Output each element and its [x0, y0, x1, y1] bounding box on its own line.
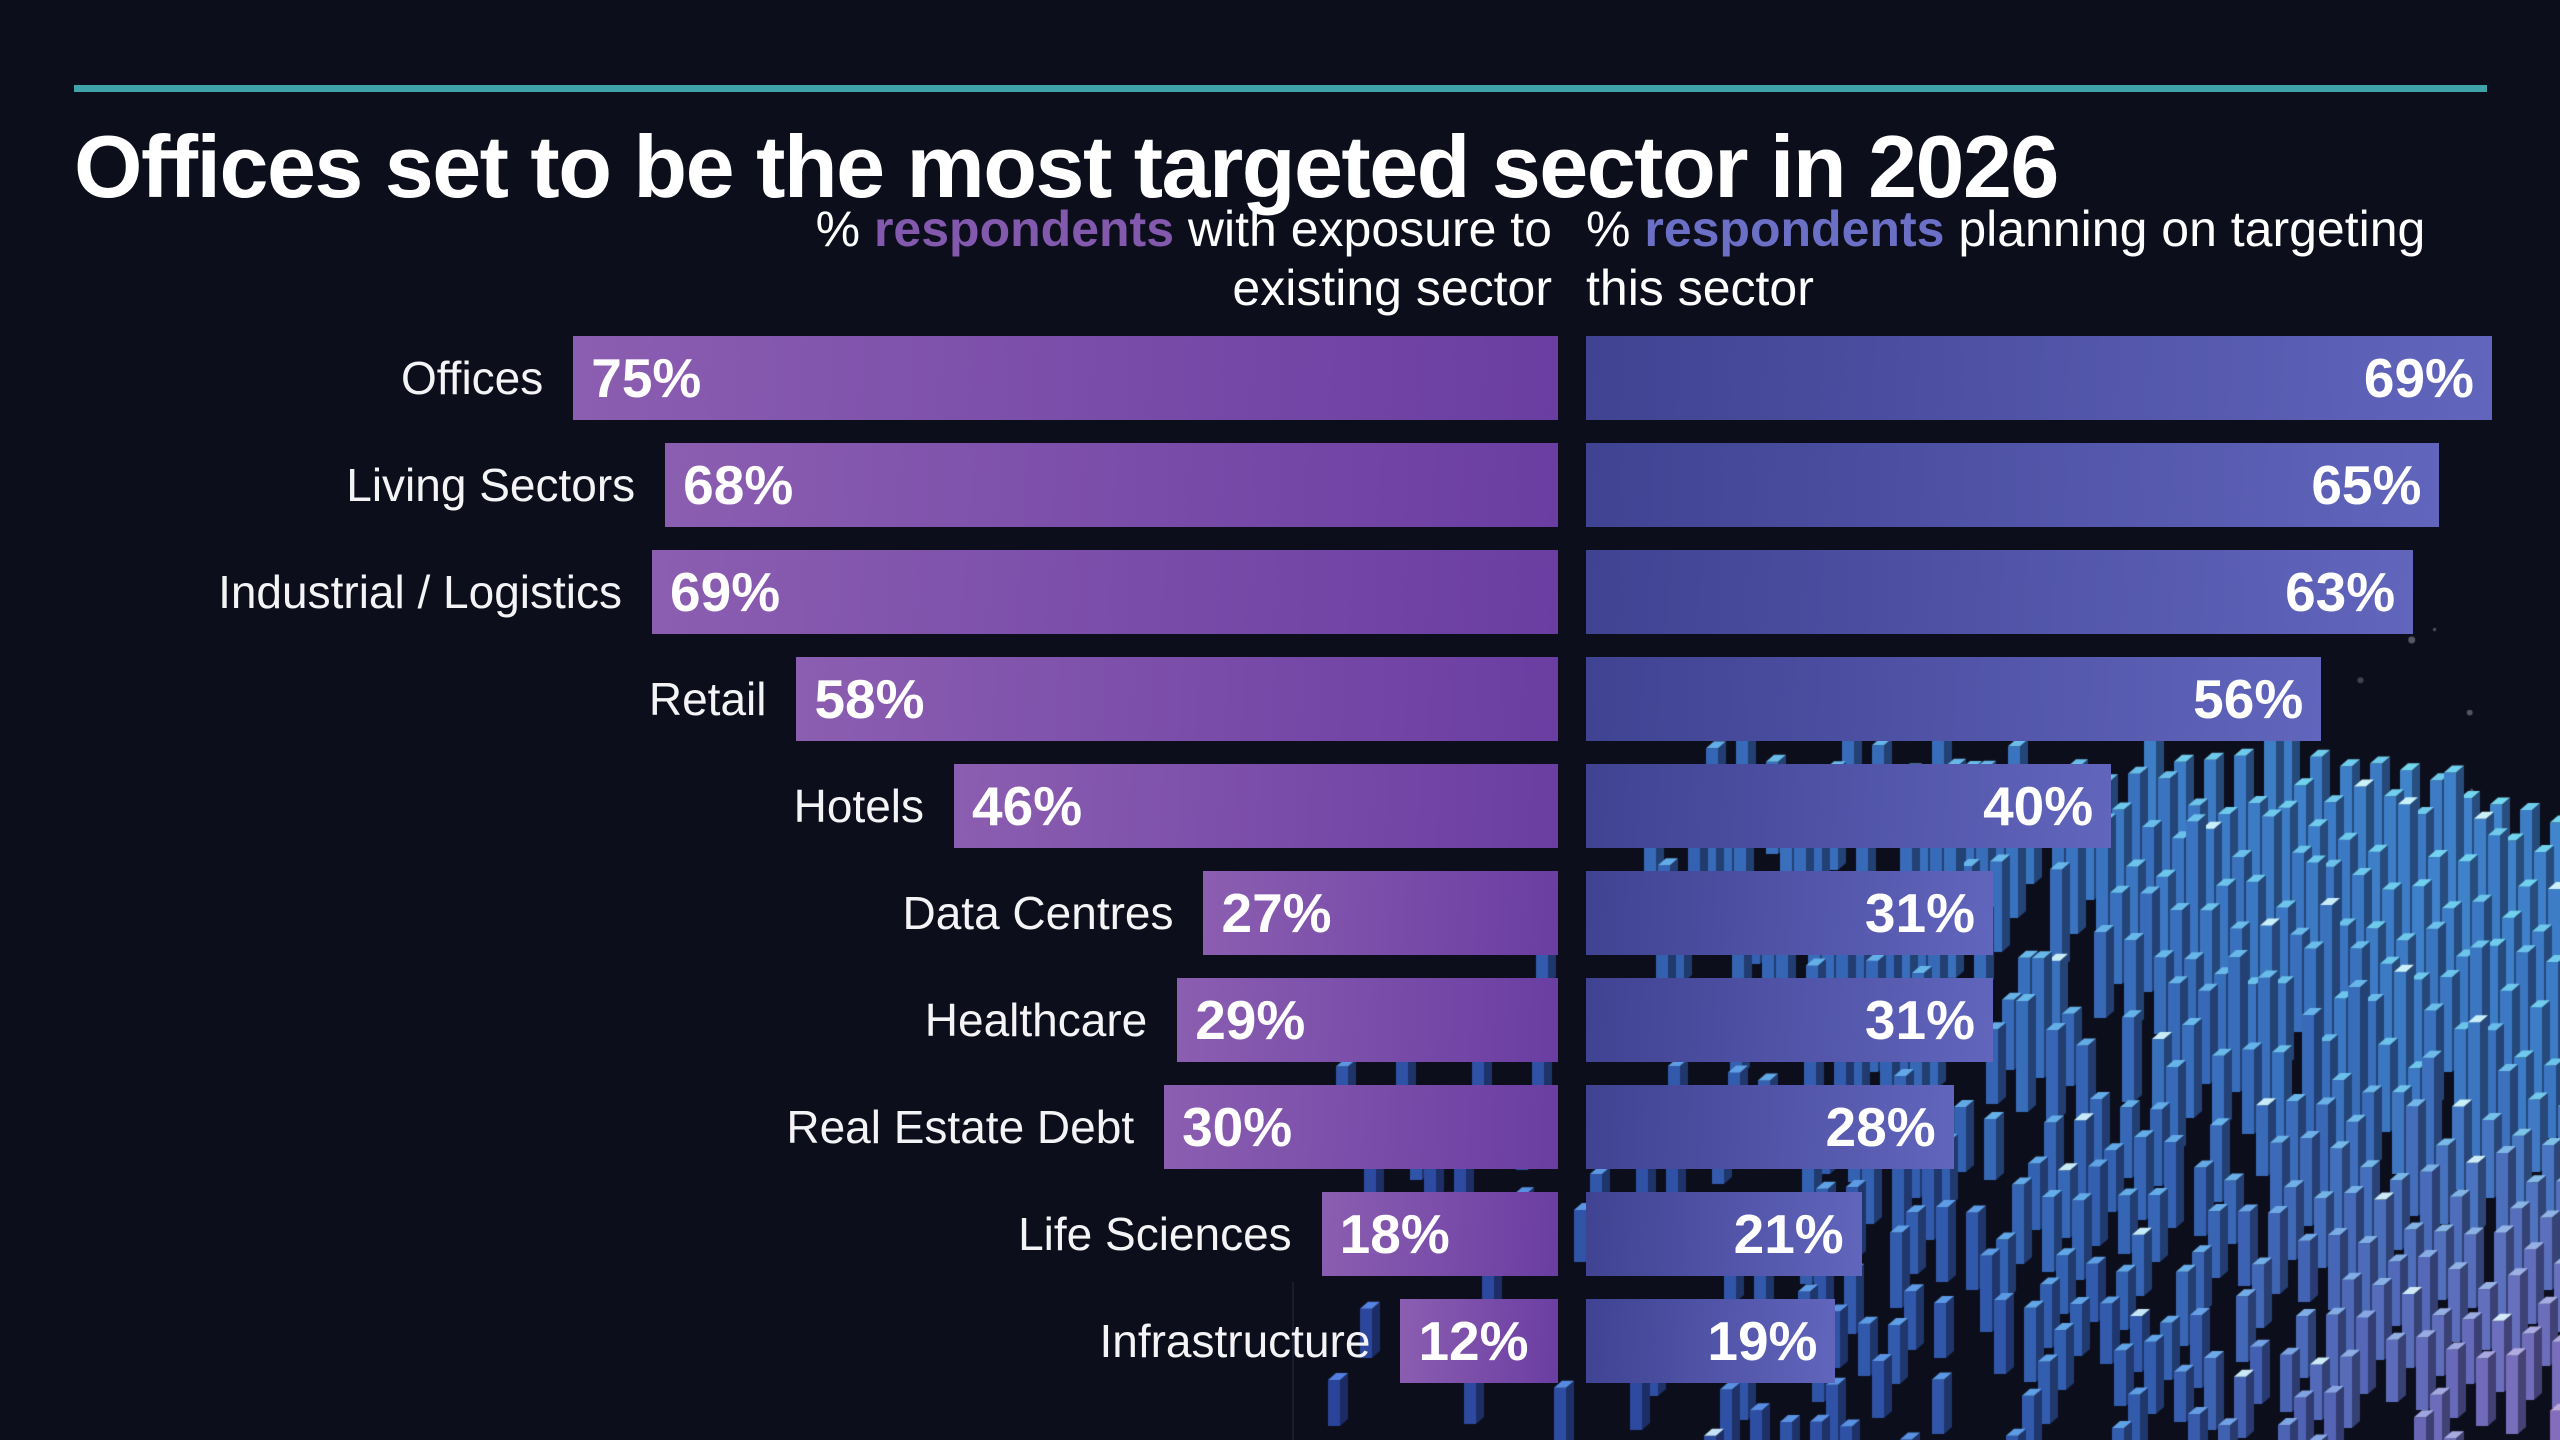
target-bar: 40% — [1586, 764, 2112, 848]
target-value: 28% — [1825, 1096, 1936, 1158]
target-bar: 21% — [1586, 1192, 1862, 1276]
row-label: Healthcare — [924, 994, 1148, 1046]
row-label: Retail — [648, 673, 767, 725]
column-header-targeting: % respondents planning on targeting this… — [1586, 200, 2560, 318]
exposure-value: 27% — [1221, 882, 1332, 944]
exposure-value: 30% — [1182, 1096, 1293, 1158]
exposure-bar: 18% — [1321, 1192, 1558, 1276]
exposure-bar: 29% — [1177, 978, 1558, 1062]
exposure-bar: 46% — [954, 764, 1558, 848]
exposure-value: 12% — [1418, 1310, 1529, 1372]
exposure-bar: 30% — [1164, 1085, 1558, 1169]
header-exposure-highlight: respondents — [873, 201, 1175, 257]
exposure-bar: 12% — [1400, 1299, 1558, 1383]
exposure-bar: 68% — [665, 443, 1558, 527]
target-value: 40% — [1983, 775, 2094, 837]
exposure-value: 29% — [1195, 989, 1306, 1051]
row-label: Living Sectors — [346, 459, 636, 511]
header-targeting-highlight: respondents — [1644, 201, 1945, 257]
exposure-value: 75% — [591, 347, 702, 409]
target-bar: 31% — [1586, 978, 1994, 1062]
row-label: Hotels — [793, 780, 925, 832]
exposure-value: 68% — [683, 454, 794, 516]
row-label: Real Estate Debt — [786, 1101, 1135, 1153]
target-bar: 65% — [1586, 443, 2440, 527]
target-value: 21% — [1733, 1203, 1844, 1265]
target-bar: 69% — [1586, 336, 2492, 420]
target-value: 63% — [2285, 561, 2396, 623]
header-exposure-prefix: % — [815, 201, 874, 257]
header-exposure-line2: existing sector — [1232, 260, 1552, 316]
target-bar: 28% — [1586, 1085, 1954, 1169]
exposure-value: 69% — [670, 561, 781, 623]
exposure-value: 58% — [814, 668, 925, 730]
row-label: Data Centres — [902, 887, 1174, 939]
row-label: Industrial / Logistics — [218, 566, 623, 618]
exposure-value: 46% — [972, 775, 1083, 837]
target-bar: 31% — [1586, 871, 1994, 955]
exposure-bar: 27% — [1203, 871, 1558, 955]
row-label: Life Sciences — [1018, 1208, 1292, 1260]
target-value: 56% — [2193, 668, 2304, 730]
target-bar: 63% — [1586, 550, 2414, 634]
exposure-bar: 58% — [796, 657, 1558, 741]
header-targeting-prefix: % — [1586, 201, 1645, 257]
header-targeting-rest: planning on targeting — [1944, 201, 2426, 257]
target-value: 65% — [2311, 454, 2422, 516]
header-targeting-line2: this sector — [1586, 260, 1814, 316]
exposure-bar: 69% — [652, 550, 1558, 634]
exposure-value: 18% — [1339, 1203, 1450, 1265]
target-value: 31% — [1864, 989, 1976, 1051]
row-label: Offices — [400, 352, 544, 404]
column-header-exposure: % respondents with exposure to existing … — [732, 200, 1552, 318]
target-value: 69% — [2363, 347, 2474, 409]
accent-rule — [74, 85, 2487, 92]
target-value: 19% — [1707, 1310, 1818, 1372]
row-label: Infrastructure — [1099, 1315, 1371, 1367]
exposure-bar: 75% — [573, 336, 1558, 420]
target-bar: 19% — [1586, 1299, 1836, 1383]
target-value: 31% — [1864, 882, 1976, 944]
header-exposure-rest: with exposure to — [1174, 201, 1552, 257]
page-title: Offices set to be the most targeted sect… — [74, 117, 2059, 216]
target-bar: 56% — [1586, 657, 2322, 741]
